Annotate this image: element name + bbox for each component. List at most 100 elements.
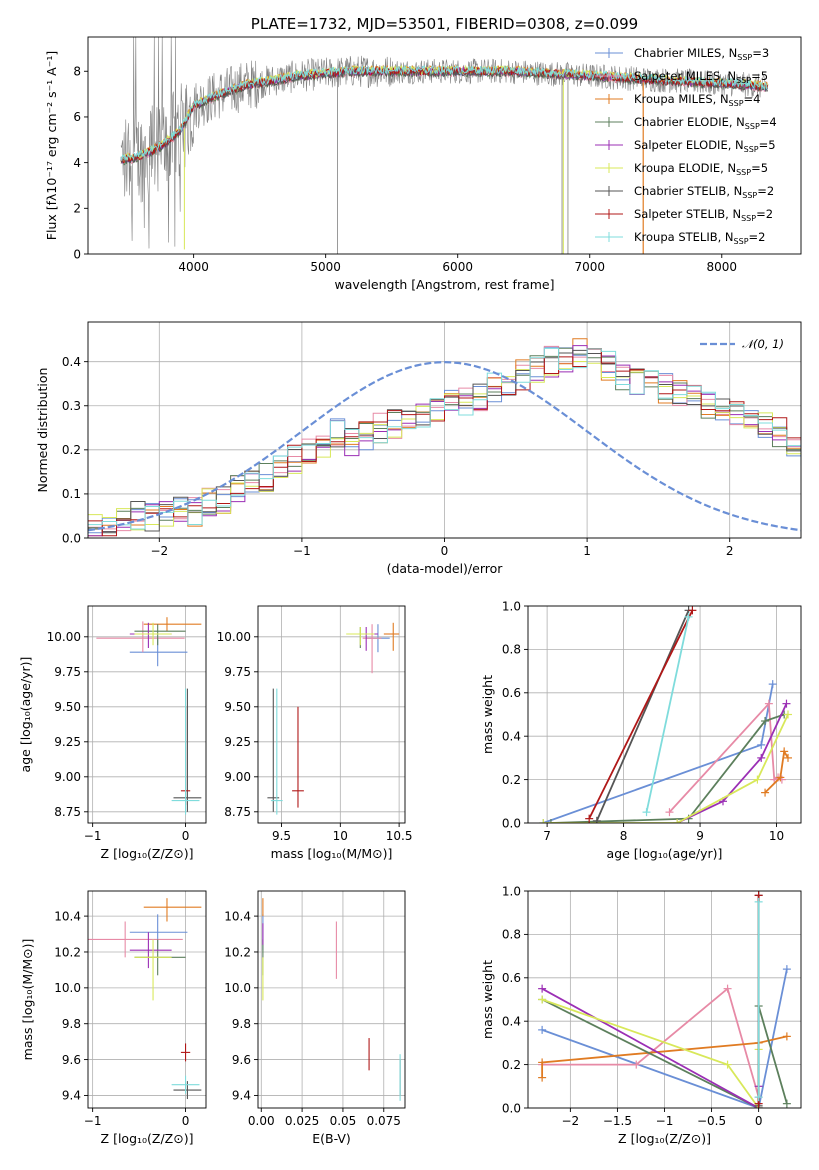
y-tick-label: 0.1 <box>62 487 81 501</box>
y-tick-label: 9.25 <box>54 735 81 749</box>
axes-frame <box>87 36 802 255</box>
hist-kroupa_elodie <box>88 361 801 531</box>
legend-sub: SSP <box>736 168 751 177</box>
x-tick-label: 2 <box>726 544 734 558</box>
x-tick-label: 0 <box>441 544 449 558</box>
y-tick-label: 9.75 <box>54 665 81 679</box>
x-tick-label: 10.5 <box>386 829 413 843</box>
y-tick-label: 9.50 <box>54 700 81 714</box>
x-tick-label: 10 <box>769 829 784 843</box>
x-axis-label: Z [log₁₀(Z/Z⊙)] <box>618 1131 711 1146</box>
y-tick-label: 8 <box>73 65 81 79</box>
y-tick-label: 10.0 <box>54 981 81 995</box>
x-tick-label: −1 <box>84 1114 102 1128</box>
plot-area <box>538 891 791 1108</box>
chart-age_vs_mass: 9.5 10 10.5 8.75 9.00 9.25 9.50 9.75 10.00 mass [… <box>217 605 413 861</box>
legend-sub: SSP <box>737 53 752 62</box>
y-tick-label: 0.4 <box>502 730 521 744</box>
y-axis-label: mass weight <box>480 675 495 754</box>
x-tick-label: 9 <box>696 829 704 843</box>
y-tick-label: 8.75 <box>224 805 251 819</box>
plot-area <box>539 606 792 823</box>
legend-label: Salpeter ELODIE, N <box>634 138 744 152</box>
x-tick-label: −1 <box>293 544 311 558</box>
legend-entry: Chabrier ELODIE, NSSP=4 <box>634 115 777 131</box>
legend-label: Chabrier ELODIE, N <box>634 115 745 129</box>
chart-residuals: −2 −1 0 1 2 0.0 0.1 0.2 0.3 0.4 (data-model)/error… <box>35 321 802 576</box>
legend-suffix: =2 <box>757 184 774 198</box>
x-tick-label: 5000 <box>310 260 341 274</box>
legend-sub: SSP <box>729 99 744 108</box>
legend-sub: SSP <box>736 76 751 85</box>
chart-weight_vs_age: 7 8 9 10 0.0 0.2 0.4 0.6 0.8 1.0 age [log₁₀(age/yr… <box>480 599 802 861</box>
y-tick-label: 10.00 <box>217 630 251 644</box>
x-tick-label: 8 <box>620 829 628 843</box>
legend-entry: Kroupa ELODIE, NSSP=5 <box>634 161 768 177</box>
x-tick-label: 4000 <box>178 260 209 274</box>
y-tick-label: 0 <box>73 247 81 261</box>
plot-area <box>120 37 769 254</box>
hist-chabrier_miles <box>88 346 801 534</box>
axes-frame <box>87 605 207 824</box>
plot-area <box>262 898 401 1101</box>
x-axis-label: age [log₁₀(age/yr)] <box>607 846 723 861</box>
weight-line-salpeter_stelib <box>588 609 694 820</box>
chart-spectrum: 4000 5000 6000 7000 8000 0 2 4 6 8 wavelength [Ang… <box>44 15 802 292</box>
weight-line-chabrier_elodie <box>550 713 785 823</box>
legend-label: Kroupa ELODIE, N <box>634 161 736 175</box>
y-tick-label: 9.4 <box>62 1089 81 1103</box>
y-tick-label: 9.8 <box>62 1017 81 1031</box>
chart-title: PLATE=1732, MJD=53501, FIBERID=0308, z=0… <box>251 15 638 33</box>
y-tick-label: 9.00 <box>54 770 81 784</box>
x-tick-label: −2 <box>562 1114 580 1128</box>
y-tick-label: 0.2 <box>502 1058 521 1072</box>
weight-line-kroupa_miles <box>541 1035 788 1078</box>
weight-line-salpeter_elodie <box>541 987 760 1108</box>
y-tick-label: 9.6 <box>62 1053 81 1067</box>
legend-entry: Chabrier MILES, NSSP=3 <box>634 46 769 62</box>
spectrum-model-salpeter_stelib <box>120 65 768 163</box>
legend-label: 𝒩(0, 1) <box>742 337 784 351</box>
legend-label: Chabrier MILES, N <box>634 46 737 60</box>
x-tick-label: 9.5 <box>272 829 291 843</box>
y-tick-label: 9.25 <box>224 735 251 749</box>
weight-line-kroupa_stelib <box>645 616 690 813</box>
x-axis-label: wavelength [Angstrom, rest frame] <box>334 277 554 292</box>
axes-frame <box>257 890 406 1109</box>
x-axis-label: E(B-V) <box>312 1131 351 1146</box>
chart-mass_vs_ebv: 0.00 0.025 0.05 0.075 9.4 9.6 9.8 10.0 10.2 10.4 E… <box>224 890 406 1146</box>
y-tick-label: 0.0 <box>502 1101 521 1115</box>
y-tick-label: 9.6 <box>232 1053 251 1067</box>
legend-sub: SSP <box>734 237 749 246</box>
y-tick-label: 0.2 <box>62 443 81 457</box>
plot-area <box>88 898 202 1100</box>
legend-entry: Chabrier STELIB, NSSP=2 <box>634 184 774 200</box>
y-tick-label: 10.0 <box>224 981 251 995</box>
y-tick-label: 10.2 <box>224 945 251 959</box>
spectrum-model-kroupa_stelib <box>120 64 768 162</box>
y-tick-label: 10.2 <box>54 945 81 959</box>
legend-entry: Salpeter ELODIE, NSSP=5 <box>634 138 776 154</box>
x-axis-label: Z [log₁₀(Z/Z⊙)] <box>101 1131 194 1146</box>
x-tick-label: 0 <box>755 1114 763 1128</box>
plot-area <box>267 622 400 815</box>
y-axis-label: Flux [fλ10⁻¹⁷ erg cm⁻² s⁻¹ A⁻¹] <box>44 51 59 240</box>
gaussian-line <box>88 361 801 532</box>
x-tick-label: 0.025 <box>285 1114 319 1128</box>
x-tick-label: 0 <box>182 829 190 843</box>
y-tick-label: 0.3 <box>62 399 81 413</box>
y-axis-label: mass [log₁₀(M/M⊙)] <box>20 939 35 1061</box>
hist-chabrier_elodie <box>88 347 801 534</box>
x-tick-label: −1 <box>656 1114 674 1128</box>
legend-entry: Kroupa MILES, NSSP=4 <box>634 92 760 108</box>
y-tick-label: 0.0 <box>502 816 521 830</box>
x-tick-label: −0.5 <box>697 1114 726 1128</box>
y-tick-label: 1.0 <box>502 884 521 898</box>
y-tick-label: 10.4 <box>224 909 251 923</box>
chart-mass_vs_Z: −1 0 9.4 9.6 9.8 10.0 10.2 10.4 Z [log₁₀(Z/Z⊙)] m… <box>20 890 207 1146</box>
x-tick-label: 1 <box>583 544 591 558</box>
y-tick-label: 0.6 <box>502 686 521 700</box>
legend-suffix: =4 <box>760 115 777 129</box>
y-tick-label: 8.75 <box>54 805 81 819</box>
